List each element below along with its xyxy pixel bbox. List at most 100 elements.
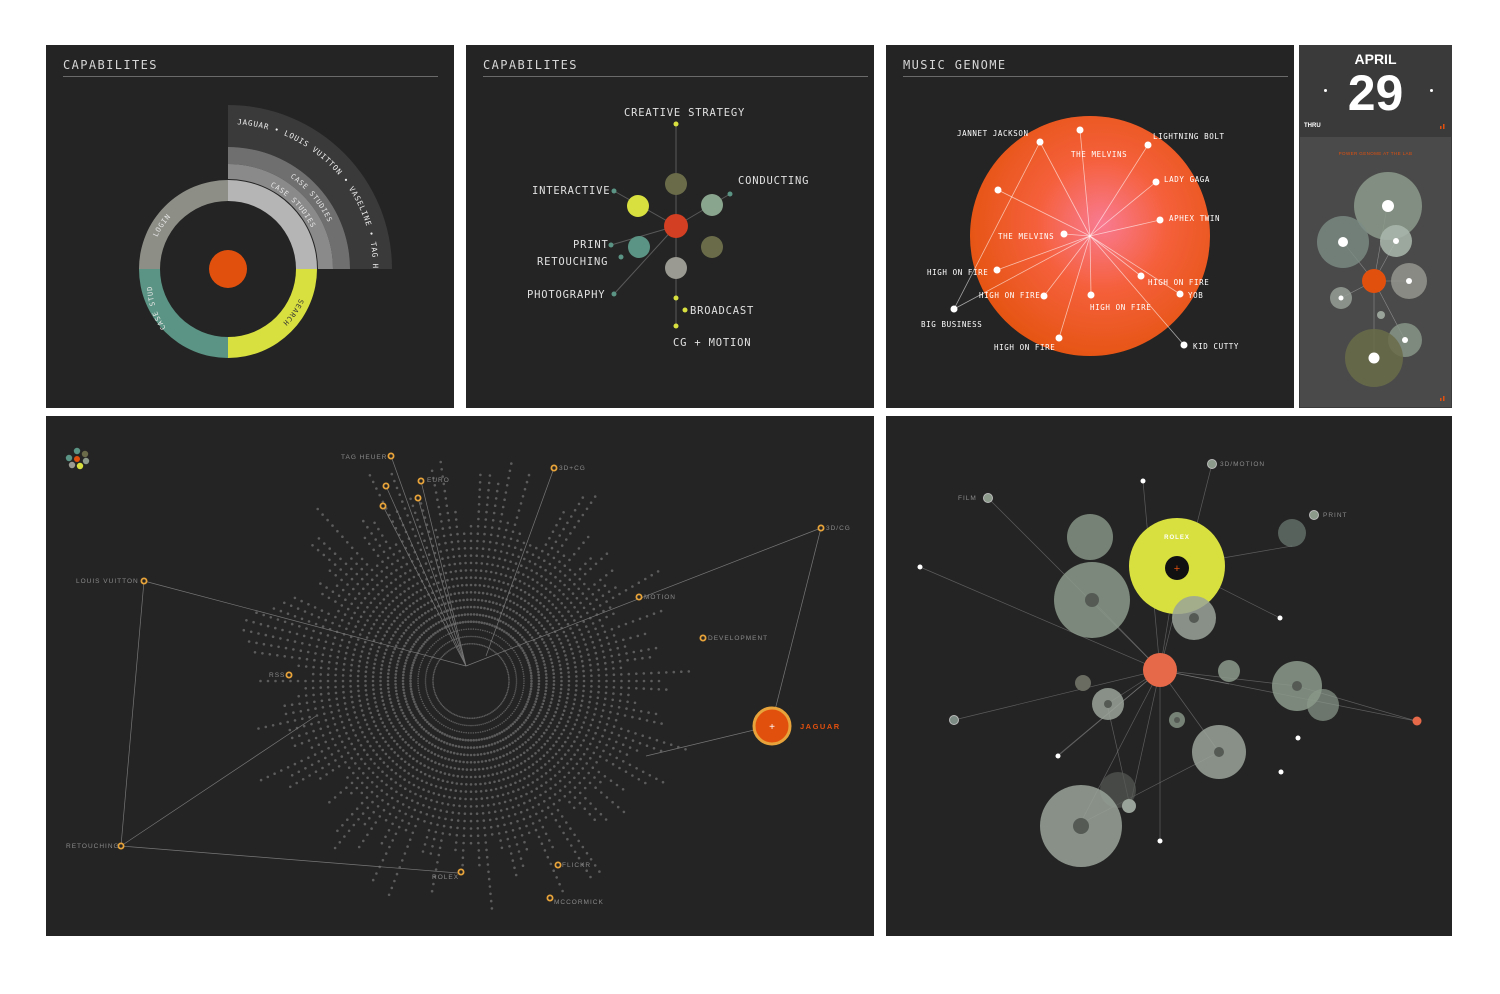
field-dot — [409, 735, 413, 739]
artist-node[interactable] — [950, 305, 958, 313]
bubble[interactable] — [1278, 519, 1306, 547]
field-dot — [549, 862, 553, 866]
field-dot — [378, 744, 381, 748]
field-dot — [450, 578, 454, 581]
bubble[interactable] — [1075, 675, 1091, 691]
field-dot — [533, 562, 537, 566]
artist-node[interactable] — [1176, 290, 1184, 298]
field-dot — [311, 679, 315, 683]
field-dot — [272, 607, 276, 610]
field-dot — [628, 763, 632, 767]
artist-node[interactable] — [1055, 334, 1063, 342]
tag-node[interactable] — [140, 577, 148, 585]
field-dot — [558, 589, 561, 592]
small-node[interactable] — [1412, 716, 1422, 726]
small-node[interactable] — [949, 715, 959, 725]
small-node[interactable] — [983, 493, 993, 503]
field-dot — [528, 695, 531, 699]
small-node[interactable] — [1207, 459, 1217, 469]
tag-node[interactable] — [417, 477, 425, 485]
field-dot — [497, 832, 501, 835]
field-dot — [442, 705, 445, 708]
artist-node[interactable] — [1076, 126, 1084, 134]
field-dot — [324, 740, 328, 744]
tag-node[interactable] — [382, 482, 390, 490]
node-right[interactable] — [701, 236, 723, 258]
mini-node-center[interactable] — [1362, 269, 1386, 293]
tag-node[interactable] — [550, 464, 558, 472]
artist-node[interactable] — [993, 266, 1001, 274]
center-node[interactable] — [1143, 653, 1177, 687]
tag-node[interactable] — [546, 894, 554, 902]
ring-segment-login[interactable] — [139, 180, 228, 269]
artist-node[interactable] — [1087, 291, 1095, 299]
field-dot — [311, 672, 315, 676]
field-dot — [413, 808, 417, 812]
node-interactive[interactable] — [627, 195, 649, 217]
artist-node[interactable] — [1180, 341, 1188, 349]
field-dot — [411, 527, 415, 531]
ring-segment-search[interactable] — [228, 269, 317, 358]
ring-segment-case-studies[interactable] — [139, 269, 228, 358]
field-dot — [567, 610, 570, 613]
field-dot — [480, 723, 482, 726]
field-dot — [409, 679, 412, 683]
field-dot — [503, 649, 505, 651]
field-dot — [408, 838, 412, 841]
artist-node[interactable] — [994, 186, 1002, 194]
field-dot — [378, 614, 381, 618]
tag-node[interactable] — [554, 861, 562, 869]
field-dot — [560, 544, 564, 547]
bubble[interactable] — [1218, 660, 1240, 682]
node-center[interactable] — [664, 214, 688, 238]
artist-node[interactable] — [1060, 230, 1068, 238]
tag-node[interactable] — [635, 593, 643, 601]
artist-node[interactable] — [1144, 141, 1152, 149]
artist-node[interactable] — [1040, 292, 1048, 300]
tag-node[interactable] — [457, 868, 465, 876]
artist-node[interactable] — [1036, 138, 1044, 146]
field-dot — [456, 532, 459, 536]
node-top[interactable] — [665, 173, 687, 195]
tag-node[interactable] — [285, 671, 293, 679]
field-dot — [428, 662, 431, 665]
tag-node[interactable] — [117, 842, 125, 850]
tag-node[interactable] — [699, 634, 707, 642]
tag-node[interactable] — [387, 452, 395, 460]
small-node[interactable] — [1309, 510, 1319, 520]
field-dot — [614, 640, 618, 644]
field-dot — [419, 664, 422, 666]
field-dot — [439, 771, 443, 774]
field-dot — [466, 717, 469, 719]
tag-node[interactable] — [379, 502, 387, 510]
tag-node[interactable] — [414, 494, 422, 502]
ring-segment-top-right[interactable] — [228, 180, 317, 269]
node-conducting[interactable] — [701, 194, 723, 216]
bubble[interactable] — [1307, 689, 1339, 721]
artist-node[interactable] — [1156, 216, 1164, 224]
field-dot — [566, 696, 569, 700]
ring-center-node[interactable] — [209, 250, 247, 288]
field-dot — [534, 659, 537, 662]
bubble[interactable] — [1122, 799, 1136, 813]
field-dot — [491, 632, 493, 634]
node-print[interactable] — [628, 236, 650, 258]
bubble[interactable] — [1067, 514, 1113, 560]
mini-node[interactable] — [1377, 311, 1385, 319]
field-dot — [390, 637, 393, 641]
artist-node[interactable] — [1137, 272, 1145, 280]
artist-node[interactable] — [1152, 178, 1160, 186]
field-dot — [357, 689, 360, 693]
jaguar-node[interactable] — [752, 706, 792, 746]
field-dot — [559, 671, 563, 675]
field-dot — [589, 756, 592, 760]
field-dot — [582, 684, 586, 688]
node-bottom[interactable] — [665, 257, 687, 279]
field-dot — [553, 566, 557, 569]
field-dot — [371, 679, 375, 683]
field-dot — [567, 671, 570, 674]
field-dot — [582, 689, 585, 693]
field-dot — [592, 751, 596, 755]
field-dot — [407, 743, 410, 747]
tag-node[interactable] — [817, 524, 825, 532]
